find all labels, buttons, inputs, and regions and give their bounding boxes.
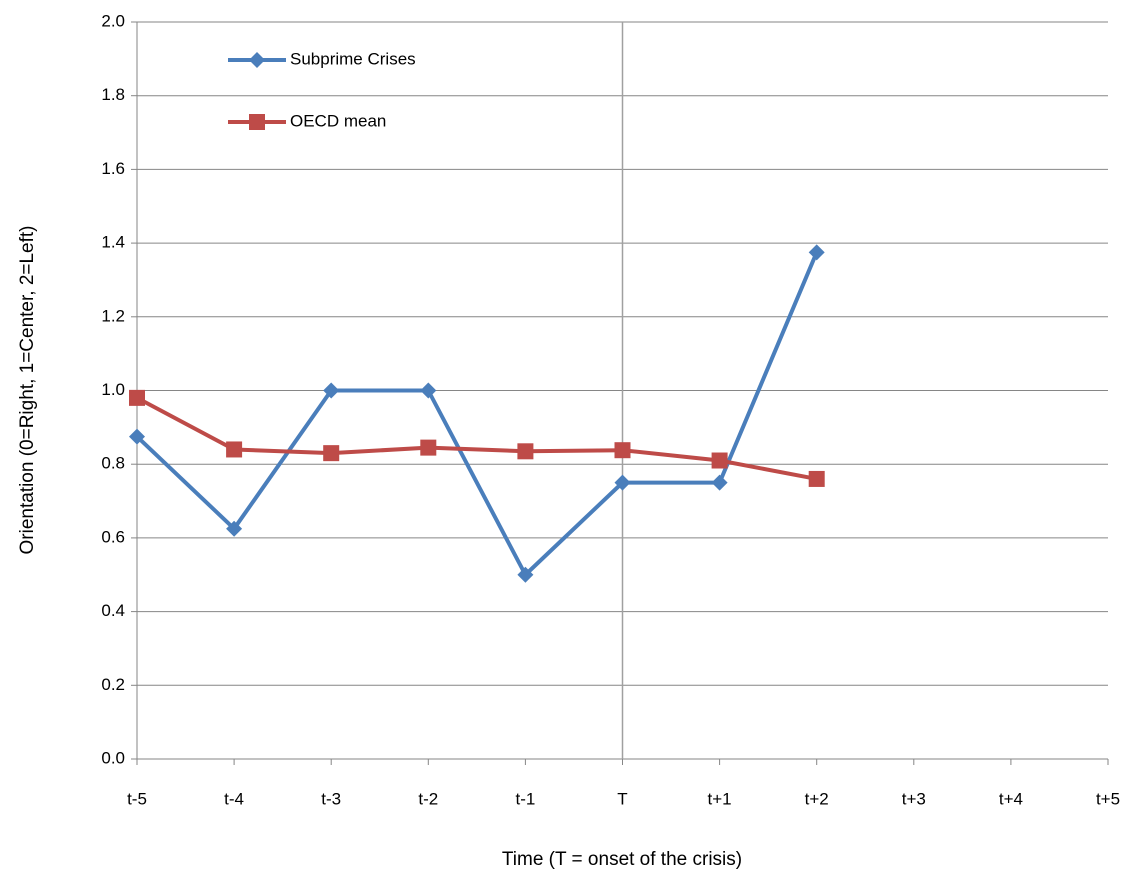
y-tick-label: 1.8: [101, 85, 125, 104]
marker: [614, 474, 631, 491]
y-axis-title: Orientation (0=Right, 1=Center, 2=Left): [17, 225, 38, 554]
marker: [420, 382, 437, 399]
legend-label: OECD mean: [290, 111, 386, 130]
y-tick-label: 0.0: [101, 748, 125, 767]
series-line: [135, 251, 819, 577]
x-tick-label: t-1: [515, 789, 535, 808]
x-tick-label: t+2: [805, 789, 829, 808]
y-tick-label: 0.2: [101, 675, 125, 694]
x-tick-label: t-2: [418, 789, 438, 808]
x-tick-label: T: [617, 789, 627, 808]
x-axis-title: Time (T = onset of the crisis): [502, 849, 742, 870]
x-tick-label: t+3: [902, 789, 926, 808]
marker: [808, 470, 825, 487]
y-tick-label: 2.0: [101, 11, 125, 30]
x-tick-label: t-4: [224, 789, 244, 808]
y-tick-label: 1.2: [101, 306, 125, 325]
marker: [129, 389, 145, 406]
marker: [614, 442, 631, 459]
y-tick-label: 0.8: [101, 454, 125, 473]
marker: [808, 244, 825, 261]
marker: [226, 441, 243, 458]
x-tick-label: t-3: [321, 789, 341, 808]
marker: [420, 439, 437, 456]
legend-marker: [249, 114, 265, 130]
marker: [517, 566, 534, 583]
marker: [226, 520, 243, 537]
marker: [517, 443, 534, 460]
x-tick-label: t+4: [999, 789, 1023, 808]
marker: [323, 445, 340, 462]
y-tick-label: 1.4: [101, 233, 125, 252]
y-tick-label: 1.0: [101, 380, 125, 399]
x-tick-label: t+5: [1096, 789, 1120, 808]
x-tick-label: t-5: [127, 789, 147, 808]
legend-label: Subprime Crises: [290, 49, 416, 68]
marker: [129, 428, 145, 445]
y-tick-label: 0.6: [101, 527, 125, 546]
series-line: [136, 396, 818, 481]
legend-marker: [249, 52, 265, 68]
x-tick-label: t+1: [708, 789, 732, 808]
y-tick-label: 0.4: [101, 601, 125, 620]
marker: [711, 474, 728, 491]
y-tick-label: 1.6: [101, 159, 125, 178]
marker: [711, 452, 728, 469]
marker: [323, 382, 340, 399]
